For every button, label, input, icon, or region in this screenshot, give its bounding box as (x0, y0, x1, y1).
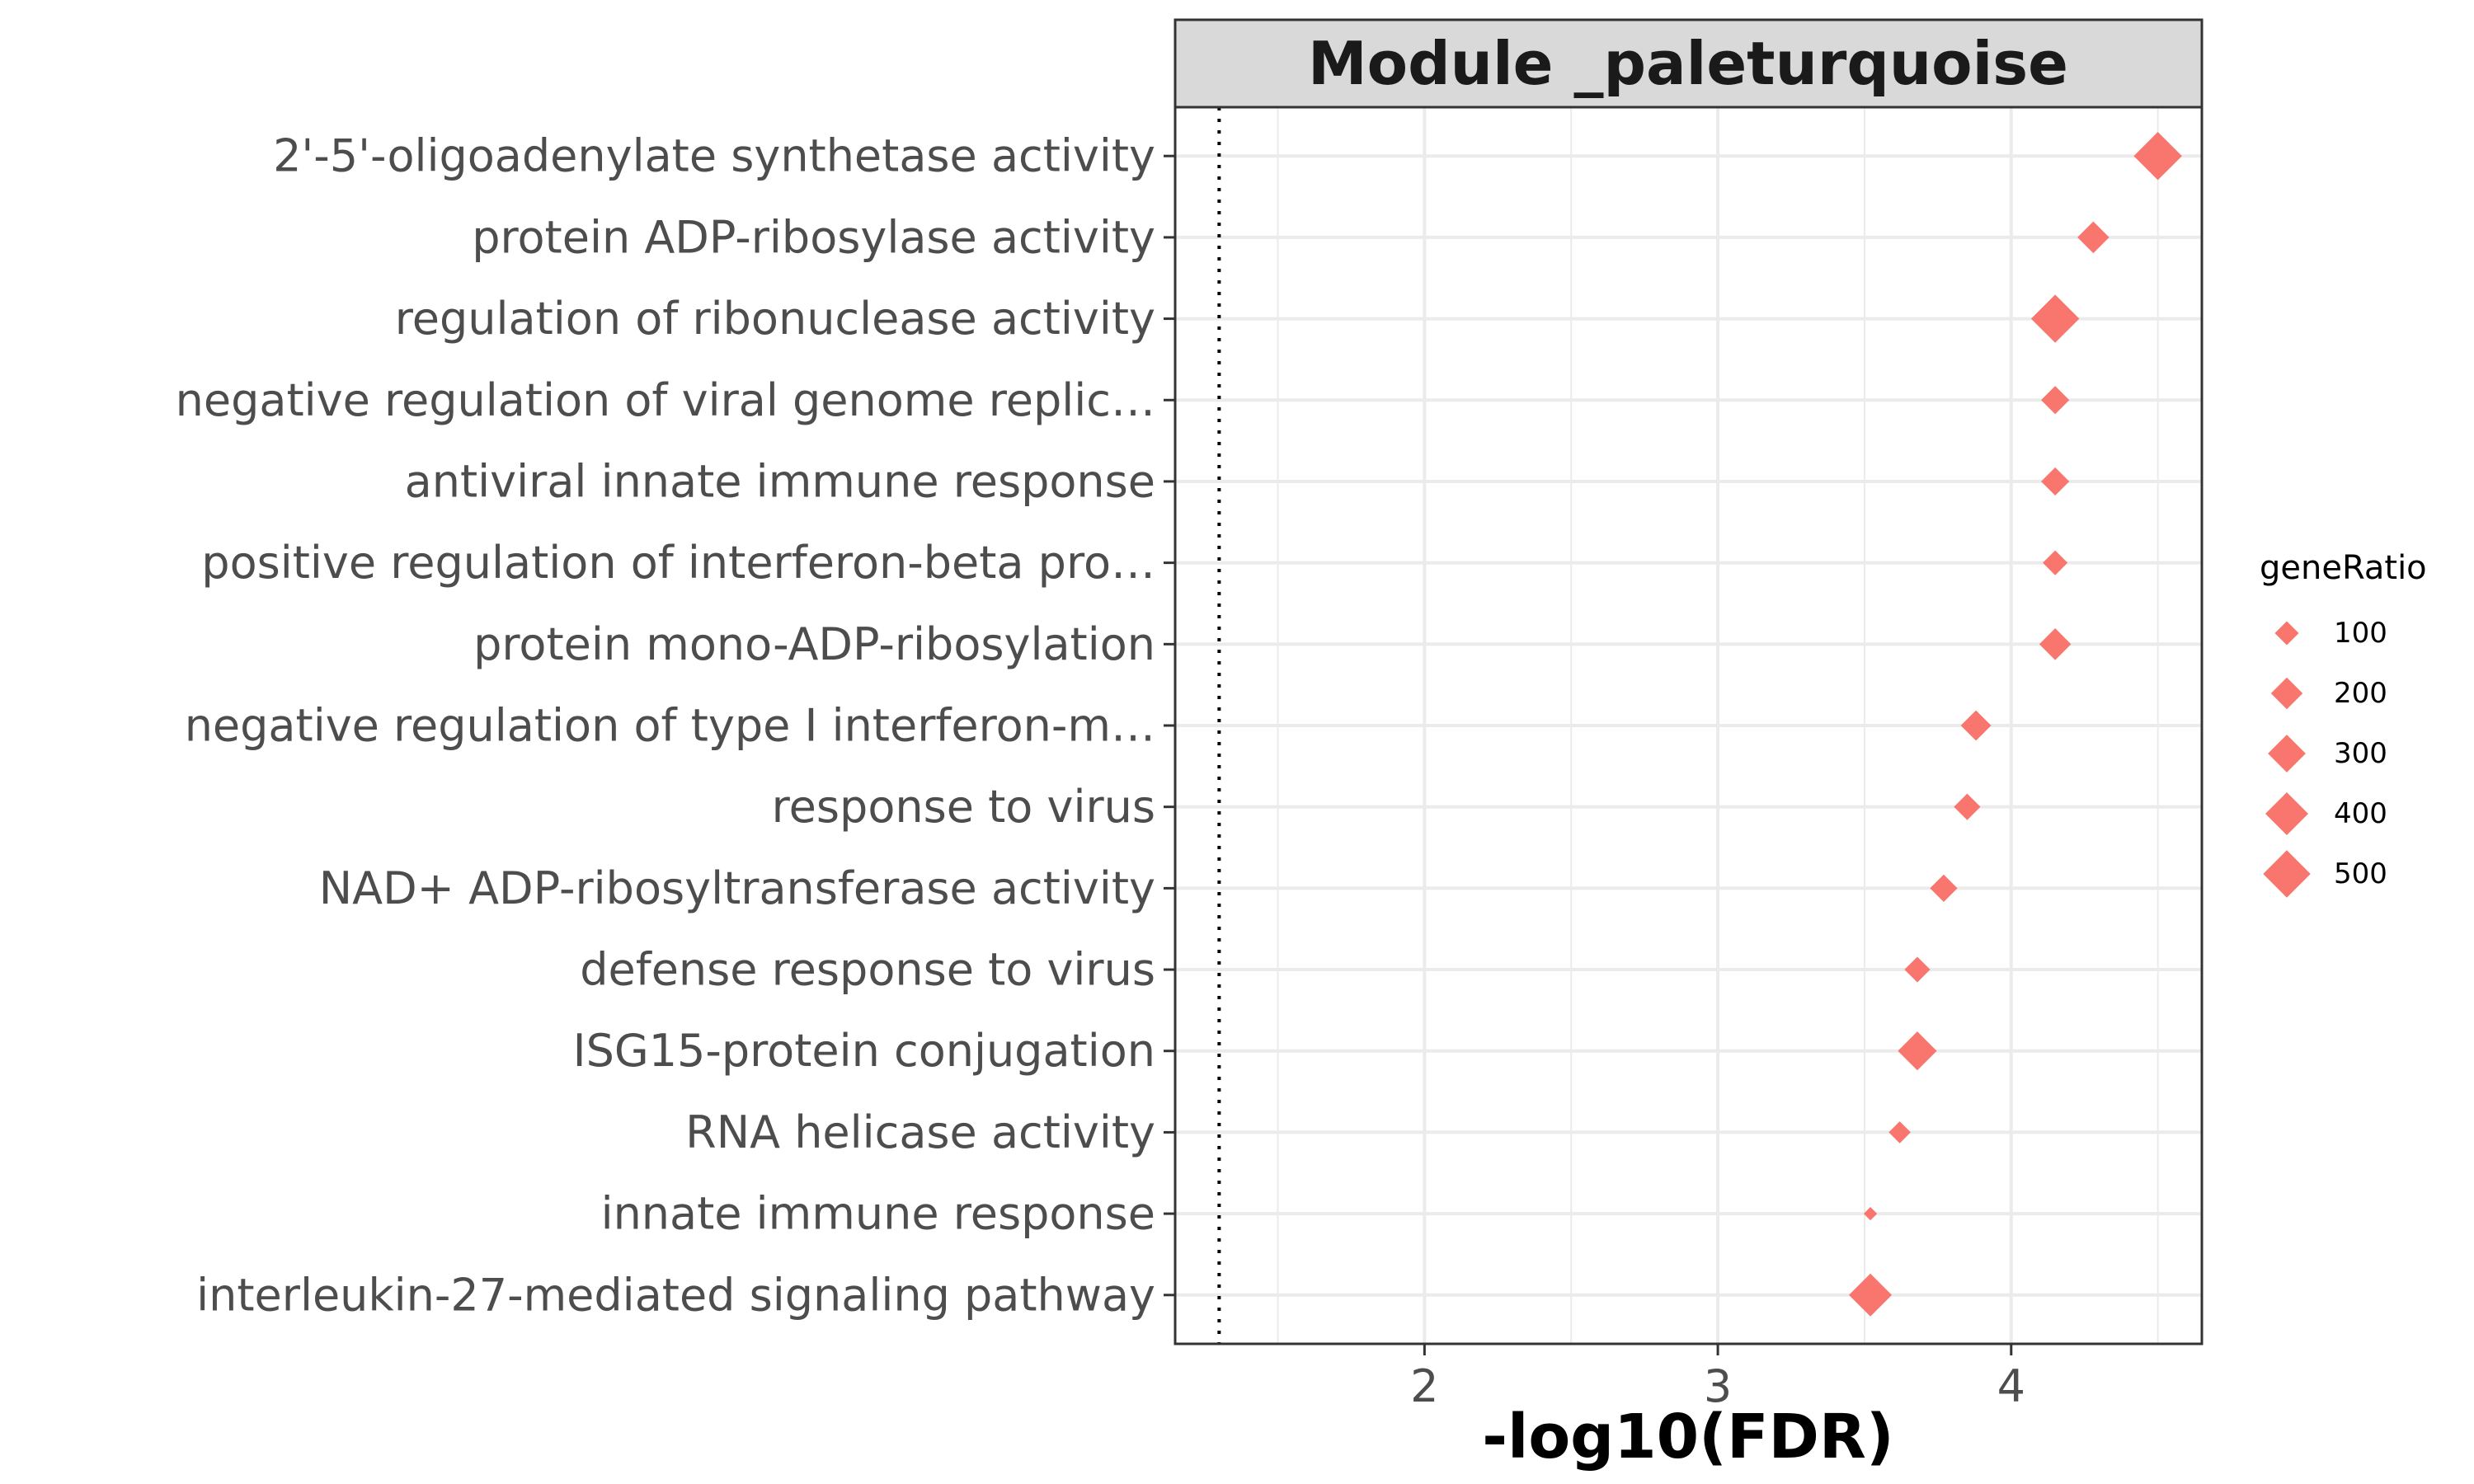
y-axis: 2'-5'-oligoadenylate synthetase activity… (176, 130, 1175, 1321)
y-tick-label: positive regulation of interferon-beta p… (201, 537, 1155, 589)
x-axis: 2 3 4 (1410, 1344, 2025, 1412)
x-tick-label: 3 (1704, 1360, 1732, 1412)
legend-label: 300 (2334, 737, 2387, 770)
legend-key (2274, 621, 2299, 646)
legend-label: 100 (2334, 617, 2387, 650)
data-point (2041, 467, 2070, 496)
data-point (1863, 1206, 1878, 1221)
y-tick-label: innate immune response (601, 1188, 1155, 1240)
y-tick-label: 2'-5'-oligoadenylate synthetase activity (273, 130, 1155, 182)
y-tick-label: response to virus (772, 781, 1155, 833)
data-point (1849, 1273, 1893, 1317)
legend-label: 400 (2334, 797, 2387, 830)
strip-title: Module _paleturquoise (1308, 29, 2068, 98)
legend-label: 200 (2334, 677, 2387, 710)
data-point (2133, 131, 2182, 181)
x-axis-label: -log10(FDR) (1482, 1402, 1893, 1472)
y-tick-label: defense response to virus (580, 944, 1155, 996)
x-tick-label: 2 (1410, 1360, 1438, 1412)
legend-key (2270, 677, 2303, 710)
legend-key (2268, 735, 2306, 773)
y-tick-label: ISG15-protein conjugation (573, 1025, 1155, 1077)
y-tick-label: antiviral innate immune response (405, 455, 1155, 507)
y-tick-label: negative regulation of type I interferon… (185, 700, 1155, 752)
data-point (1954, 793, 1981, 820)
y-tick-label: interleukin-27-mediated signaling pathwa… (196, 1269, 1155, 1321)
grid-layer (1175, 107, 2202, 1344)
data-point (2030, 294, 2080, 343)
y-tick-label: negative regulation of viral genome repl… (176, 374, 1155, 426)
y-tick-label: protein ADP-ribosylase activity (472, 211, 1155, 263)
data-point (2077, 221, 2109, 254)
y-tick-label: NAD+ ADP-ribosyltransferase activity (319, 862, 1155, 914)
y-tick-label: regulation of ribonuclease activity (395, 293, 1155, 345)
y-tick-label: RNA helicase activity (685, 1106, 1155, 1158)
points-layer (1849, 131, 2182, 1317)
data-point (1888, 1121, 1911, 1144)
x-tick-label: 4 (1997, 1360, 2025, 1412)
y-tick-label: protein mono-ADP-ribosylation (473, 618, 1155, 670)
data-point (1930, 874, 1958, 902)
data-point (2039, 628, 2072, 660)
strip-background (1174, 18, 2204, 109)
data-point (1898, 1031, 1937, 1071)
data-point (2041, 386, 2070, 415)
legend-title: geneRatio (2260, 549, 2427, 587)
data-point (1960, 710, 1992, 741)
data-point (2043, 550, 2068, 575)
legend: geneRatio 100 200 300 400 500 (2260, 549, 2427, 898)
legend-key (2263, 850, 2311, 898)
data-point (1904, 956, 1931, 983)
legend-key (2265, 792, 2308, 835)
legend-label: 500 (2334, 857, 2387, 890)
